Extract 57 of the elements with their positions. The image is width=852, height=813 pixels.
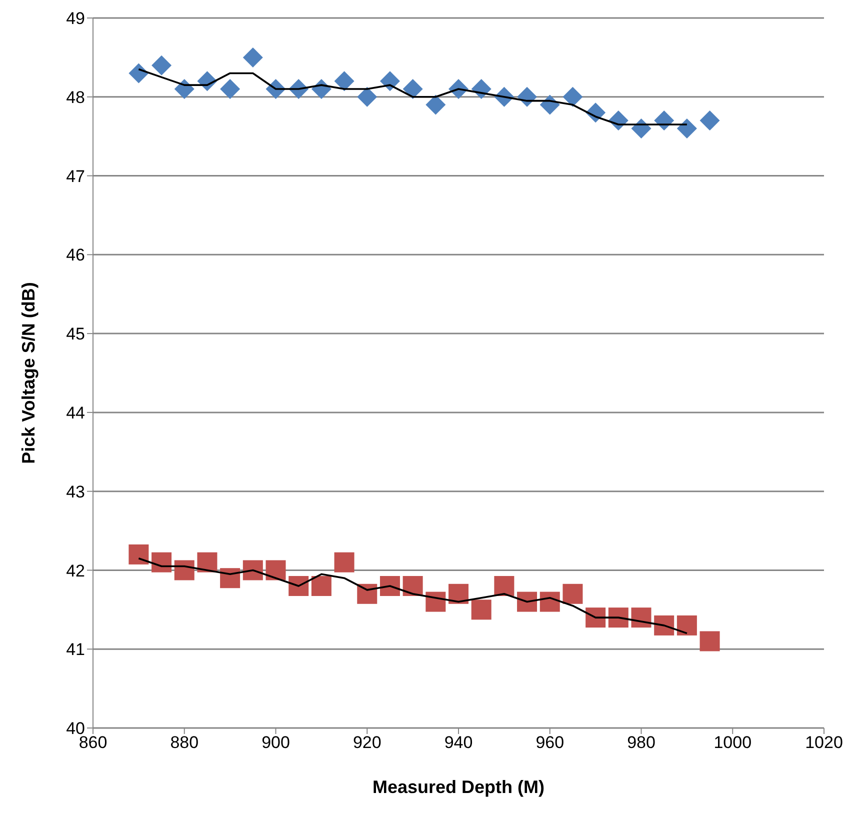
y-axis-title: Pick Voltage S/N (dB) xyxy=(18,282,38,464)
x-tick-label: 940 xyxy=(444,733,473,752)
point xyxy=(357,86,378,107)
point xyxy=(197,552,218,572)
y-tick-label: 43 xyxy=(66,482,85,502)
point xyxy=(357,584,378,604)
point xyxy=(220,568,240,588)
point xyxy=(380,71,400,92)
point xyxy=(242,47,263,68)
y-tick-label: 46 xyxy=(66,246,85,265)
y-tick-label: 44 xyxy=(66,403,85,422)
point xyxy=(128,63,149,84)
x-axis-title: Measured Depth (M) xyxy=(372,777,545,797)
y-tick-label: 45 xyxy=(66,324,85,344)
x-tick-label: 1000 xyxy=(714,733,752,752)
point xyxy=(402,576,423,596)
x-tick-label: 920 xyxy=(352,733,382,752)
point xyxy=(426,592,446,612)
point xyxy=(562,86,583,107)
point xyxy=(220,79,240,99)
point xyxy=(700,110,720,131)
point xyxy=(242,560,263,580)
y-tick-label: 41 xyxy=(66,640,85,660)
x-tick-label: 980 xyxy=(627,733,656,752)
point xyxy=(174,560,194,580)
point xyxy=(426,94,446,115)
point xyxy=(380,576,400,596)
point xyxy=(266,560,286,580)
point xyxy=(631,608,652,628)
point xyxy=(540,592,560,612)
point xyxy=(402,79,423,99)
point xyxy=(676,118,697,138)
point xyxy=(562,584,583,604)
point xyxy=(334,552,354,572)
x-tick-label: 960 xyxy=(536,733,564,752)
point xyxy=(700,631,720,652)
x-tick-label: 900 xyxy=(262,733,290,752)
point xyxy=(288,576,309,596)
y-tick-label: 49 xyxy=(66,9,85,28)
x-tick-label: 880 xyxy=(170,733,199,752)
x-tick-label: 1020 xyxy=(805,733,843,752)
y-tick-label: 48 xyxy=(66,88,85,107)
point xyxy=(608,608,628,628)
point xyxy=(334,71,354,92)
point xyxy=(128,544,149,564)
point xyxy=(311,576,332,596)
y-tick-label: 47 xyxy=(66,166,85,186)
y-tick-label: 42 xyxy=(66,561,85,580)
point xyxy=(448,584,468,604)
point xyxy=(494,576,514,596)
point xyxy=(152,552,172,572)
point xyxy=(654,615,674,636)
point xyxy=(471,600,492,620)
point xyxy=(152,55,172,76)
point xyxy=(676,615,697,636)
x-tick-label: 860 xyxy=(78,733,108,752)
point xyxy=(517,592,538,612)
